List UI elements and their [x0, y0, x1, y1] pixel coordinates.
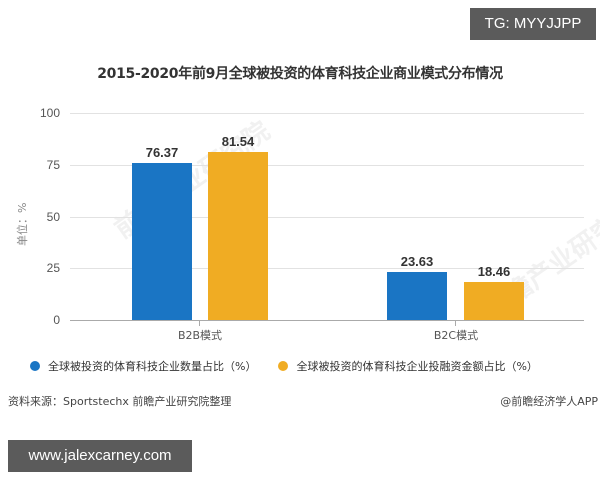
- y-tick-0: 0: [53, 313, 60, 327]
- bar-b2b-amount: [208, 152, 268, 320]
- legend-label-amount: 全球被投资的体育科技企业投融资金额占比（%）: [296, 360, 538, 373]
- x-tick-b2b: [199, 321, 200, 326]
- y-tick-50: 50: [46, 210, 60, 224]
- legend-item-count: 全球被投资的体育科技企业数量占比（%）: [30, 358, 256, 374]
- source-note: 资料来源：Sportstechx 前瞻产业研究院整理: [8, 395, 232, 408]
- y-tick-25: 25: [46, 261, 60, 275]
- legend-label-count: 全球被投资的体育科技企业数量占比（%）: [48, 360, 257, 373]
- legend-dot-gold-icon: [278, 361, 289, 371]
- website-badge: www.jalexcarney.com: [8, 440, 192, 472]
- bar-label-b2b-count: 76.37: [145, 145, 179, 160]
- gridline-100: [70, 113, 584, 114]
- gridline-75: [70, 165, 584, 166]
- top-right-badge: TG: MYYJJPP: [470, 8, 596, 40]
- bar-b2c-amount: [464, 282, 524, 320]
- x-label-b2c: B2C模式: [433, 329, 479, 342]
- chart-title: 2015-2020年前9月全球被投资的体育科技企业商业模式分布情况: [97, 66, 503, 82]
- bar-label-b2c-count: 23.63: [400, 254, 434, 269]
- y-tick-75: 75: [46, 158, 60, 172]
- bar-label-b2b-amount: 81.54: [221, 134, 255, 149]
- credit-note: @前瞻经济学人APP: [500, 395, 598, 408]
- legend-dot-blue-icon: [30, 361, 40, 371]
- bar-b2b-count: [132, 163, 192, 320]
- legend: 全球被投资的体育科技企业数量占比（%） 全球被投资的体育科技企业投融资金额占比（…: [30, 358, 560, 374]
- y-axis-label: 单位：%: [16, 202, 29, 246]
- bar-b2c-count: [387, 272, 447, 320]
- bar-label-b2c-amount: 18.46: [477, 264, 511, 279]
- x-axis-line: [70, 320, 584, 321]
- gridline-25: [70, 268, 584, 269]
- y-tick-100: 100: [39, 106, 60, 120]
- gridline-50: [70, 217, 584, 218]
- x-tick-b2c: [455, 321, 456, 326]
- legend-item-amount: 全球被投资的体育科技企业投融资金额占比（%）: [278, 358, 538, 374]
- x-label-b2b: B2B模式: [177, 329, 223, 342]
